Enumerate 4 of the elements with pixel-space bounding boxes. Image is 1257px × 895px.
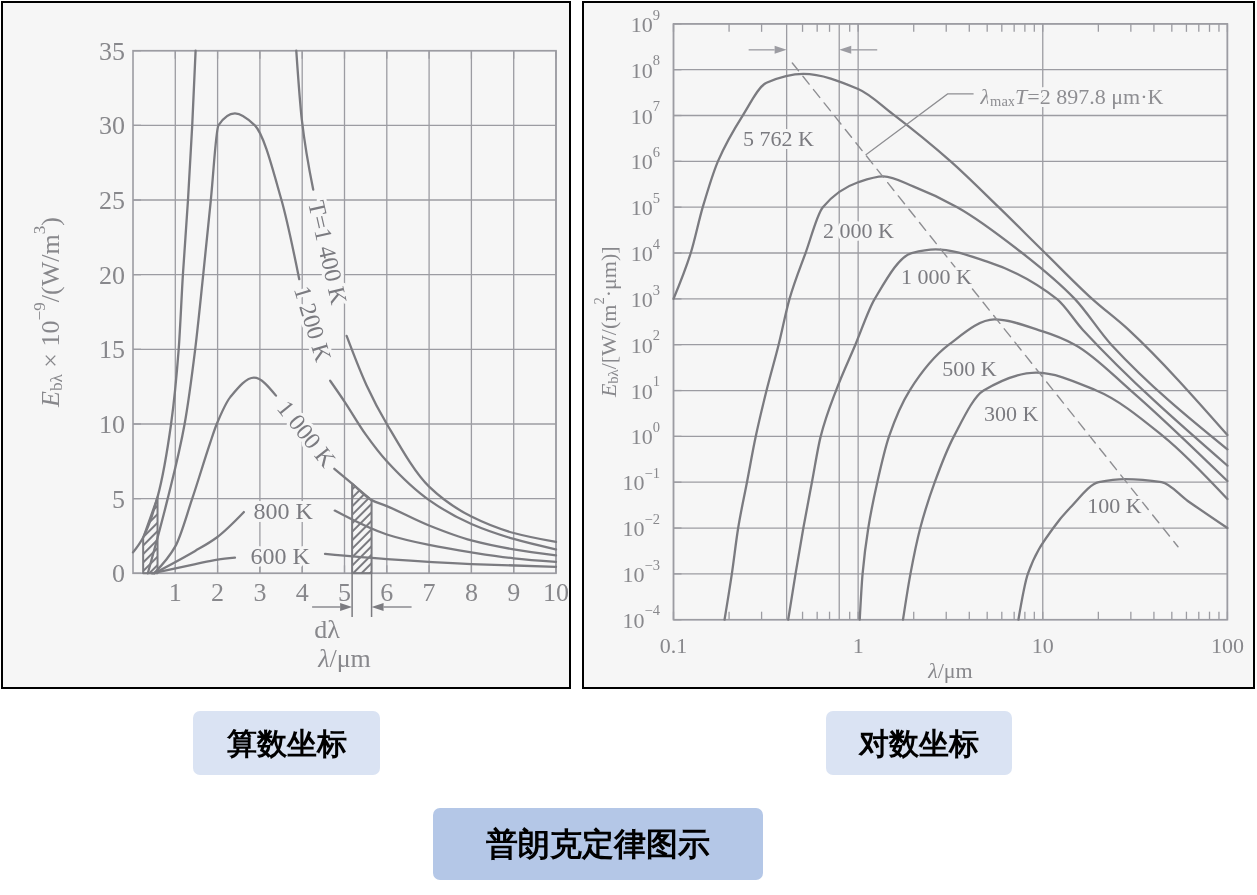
title: 对数坐标 xyxy=(859,726,979,760)
title: 算数坐标 xyxy=(226,726,347,760)
caption: 普朗克定律图示 xyxy=(486,826,710,862)
annotation: dλ xyxy=(314,614,340,644)
